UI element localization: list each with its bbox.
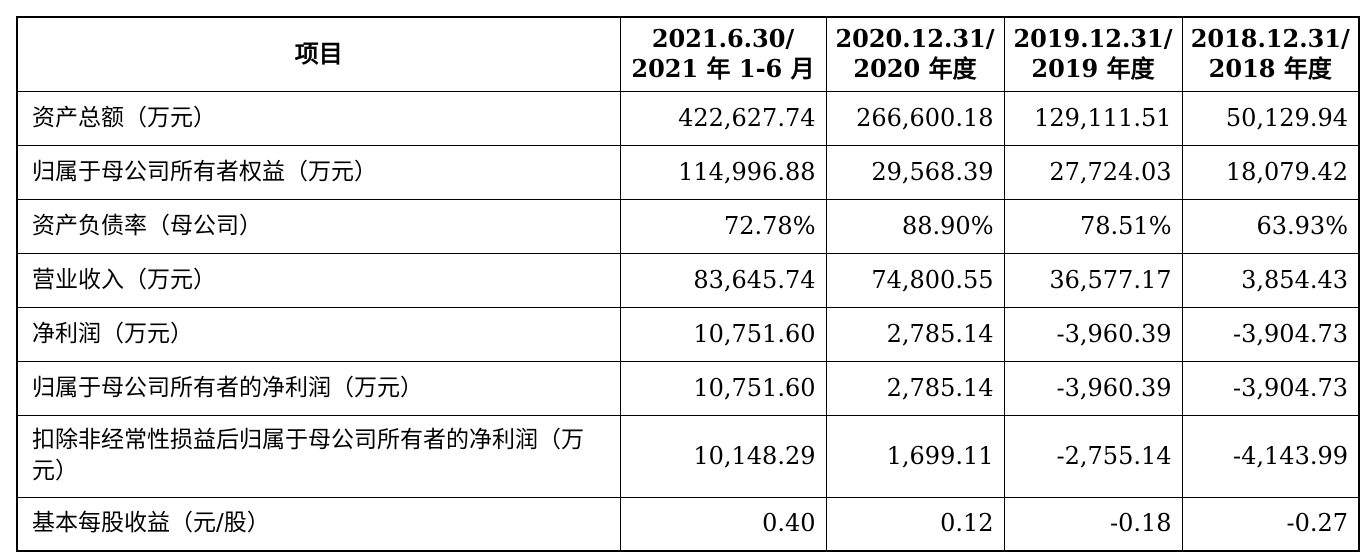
row-value: -4,143.99 bbox=[1181, 414, 1360, 498]
table-row: 归属于母公司所有者的净利润（万元） 10,751.60 2,785.14 -3,… bbox=[16, 360, 1360, 416]
header-item: 项目 bbox=[16, 16, 621, 92]
row-value: 72.78% bbox=[619, 198, 827, 254]
table-row: 营业收入（万元） 83,645.74 74,800.55 36,577.17 3… bbox=[16, 252, 1360, 308]
row-value: 83,645.74 bbox=[619, 252, 827, 308]
row-label: 归属于母公司所有者权益（万元） bbox=[16, 144, 621, 200]
row-value: 0.12 bbox=[825, 496, 1005, 552]
row-label: 基本每股收益（元/股） bbox=[16, 496, 621, 552]
financial-summary-table: 项目 2021.6.30/ 2021 年 1-6 月 2020.12.31/ 2… bbox=[16, 16, 1360, 552]
header-period-label: 2020 年度 bbox=[853, 54, 977, 84]
row-value: 36,577.17 bbox=[1003, 252, 1183, 308]
table-row: 归属于母公司所有者权益（万元） 114,996.88 29,568.39 27,… bbox=[16, 144, 1360, 200]
row-label: 营业收入（万元） bbox=[16, 252, 621, 308]
table-row: 基本每股收益（元/股） 0.40 0.12 -0.18 -0.27 bbox=[16, 496, 1360, 552]
header-period-date: 2021.6.30/ bbox=[651, 24, 795, 54]
row-value: 88.90% bbox=[825, 198, 1005, 254]
row-value: 114,996.88 bbox=[619, 144, 827, 200]
row-value: -2,755.14 bbox=[1003, 414, 1183, 498]
row-value: 10,148.29 bbox=[619, 414, 827, 498]
header-period: 2018.12.31/ 2018 年度 bbox=[1181, 16, 1360, 92]
row-value: -0.18 bbox=[1003, 496, 1183, 552]
row-label: 归属于母公司所有者的净利润（万元） bbox=[16, 360, 621, 416]
row-value: -3,960.39 bbox=[1003, 360, 1183, 416]
header-period-label: 2019 年度 bbox=[1031, 54, 1155, 84]
row-value: 422,627.74 bbox=[619, 90, 827, 146]
row-value: 74,800.55 bbox=[825, 252, 1005, 308]
row-value: -3,904.73 bbox=[1181, 306, 1360, 362]
row-value: -0.27 bbox=[1181, 496, 1360, 552]
row-value: 50,129.94 bbox=[1181, 90, 1360, 146]
header-period-date: 2020.12.31/ bbox=[835, 24, 995, 54]
row-value: 29,568.39 bbox=[825, 144, 1005, 200]
table-row: 资产负债率（母公司） 72.78% 88.90% 78.51% 63.93% bbox=[16, 198, 1360, 254]
row-value: 10,751.60 bbox=[619, 306, 827, 362]
row-value: -3,904.73 bbox=[1181, 360, 1360, 416]
header-period-label: 2021 年 1-6 月 bbox=[631, 54, 815, 84]
header-period: 2021.6.30/ 2021 年 1-6 月 bbox=[619, 16, 827, 92]
row-value: 18,079.42 bbox=[1181, 144, 1360, 200]
row-value: 78.51% bbox=[1003, 198, 1183, 254]
row-label: 资产负债率（母公司） bbox=[16, 198, 621, 254]
row-label: 净利润（万元） bbox=[16, 306, 621, 362]
table-row: 扣除非经常性损益后归属于母公司所有者的净利润（万元） 10,148.29 1,6… bbox=[16, 414, 1360, 498]
row-label: 扣除非经常性损益后归属于母公司所有者的净利润（万元） bbox=[16, 414, 621, 498]
row-value: 0.40 bbox=[619, 496, 827, 552]
row-value: 10,751.60 bbox=[619, 360, 827, 416]
row-value: -3,960.39 bbox=[1003, 306, 1183, 362]
header-period: 2020.12.31/ 2020 年度 bbox=[825, 16, 1005, 92]
row-value: 129,111.51 bbox=[1003, 90, 1183, 146]
row-value: 3,854.43 bbox=[1181, 252, 1360, 308]
header-period-date: 2018.12.31/ bbox=[1190, 24, 1350, 54]
table-row: 净利润（万元） 10,751.60 2,785.14 -3,960.39 -3,… bbox=[16, 306, 1360, 362]
row-value: 1,699.11 bbox=[825, 414, 1005, 498]
row-value: 2,785.14 bbox=[825, 360, 1005, 416]
row-value: 2,785.14 bbox=[825, 306, 1005, 362]
header-period-date: 2019.12.31/ bbox=[1013, 24, 1173, 54]
row-label: 资产总额（万元） bbox=[16, 90, 621, 146]
row-value: 27,724.03 bbox=[1003, 144, 1183, 200]
row-value: 63.93% bbox=[1181, 198, 1360, 254]
header-period: 2019.12.31/ 2019 年度 bbox=[1003, 16, 1183, 92]
header-row: 项目 2021.6.30/ 2021 年 1-6 月 2020.12.31/ 2… bbox=[16, 16, 1360, 92]
header-period-label: 2018 年度 bbox=[1208, 54, 1332, 84]
table-row: 资产总额（万元） 422,627.74 266,600.18 129,111.5… bbox=[16, 90, 1360, 146]
row-value: 266,600.18 bbox=[825, 90, 1005, 146]
